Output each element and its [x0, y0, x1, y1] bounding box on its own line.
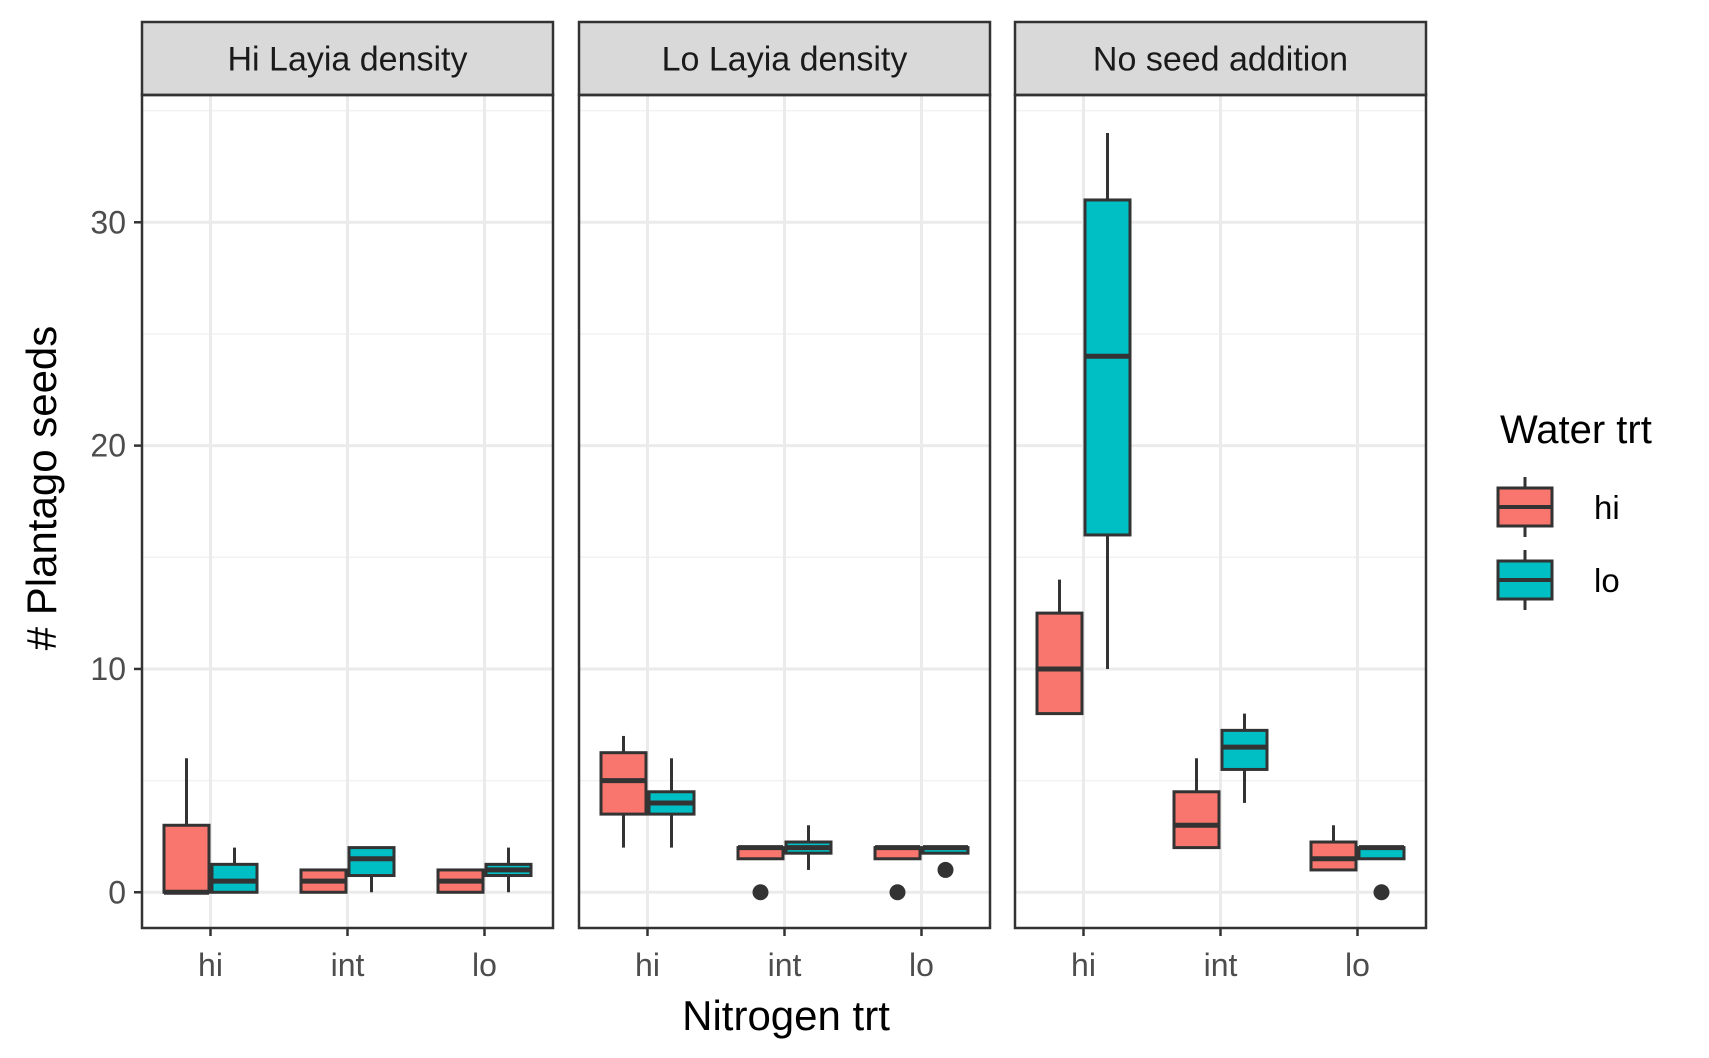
facet-panel-1: Hi Layia density [140, 20, 555, 928]
x-tick-label: int [331, 947, 365, 983]
outlier-point [1373, 884, 1390, 901]
boxplot-1-hi-lo [210, 847, 259, 894]
boxplot-2-lo-lo [921, 845, 970, 878]
x-tick-label: lo [1345, 947, 1370, 983]
box-iqr [210, 862, 259, 894]
x-tick-label: lo [909, 947, 934, 983]
facet-strip-label: Hi Layia density [227, 41, 467, 79]
x-tick-label: int [1204, 947, 1238, 983]
outlier-point [889, 884, 906, 901]
y-tick-label: 30 [90, 204, 126, 240]
y-tick-label: 10 [90, 651, 126, 687]
facet-strip [1013, 20, 1428, 97]
y-tick-label: 20 [90, 428, 126, 464]
facet-strip-label: Lo Layia density [662, 41, 908, 79]
legend-item-hi: hi [1496, 477, 1620, 537]
boxplot-3-hi-lo [1083, 132, 1132, 669]
boxplot-1-hi-hi [162, 758, 211, 895]
boxplot-2-hi-lo [647, 758, 696, 848]
x-tick-label: hi [198, 947, 223, 983]
legend: Water trt hi lo [1496, 408, 1652, 610]
legend-label: lo [1594, 562, 1620, 599]
boxplot-3-int-lo [1220, 713, 1269, 803]
facet-strip [140, 20, 555, 97]
box-iqr [1220, 728, 1269, 771]
boxplot-3-hi-hi [1035, 579, 1084, 716]
legend-label: hi [1594, 489, 1620, 526]
x-tick-label: int [768, 947, 802, 983]
boxplot-3-lo-hi [1309, 825, 1358, 872]
boxplot-2-int-lo [784, 825, 833, 870]
box-iqr [599, 751, 648, 816]
x-tick-label: hi [1071, 947, 1096, 983]
boxplot-1-int-hi [299, 868, 348, 894]
facet-panel-2: Lo Layia density [577, 20, 992, 928]
boxplot-3-int-hi [1172, 758, 1221, 850]
box-iqr [1172, 790, 1221, 850]
legend-title: Water trt [1500, 408, 1652, 452]
outlier-point [752, 884, 769, 901]
box-iqr [162, 823, 211, 894]
boxplot-1-lo-hi [436, 868, 485, 894]
outlier-point [937, 861, 954, 878]
boxplot-1-int-lo [347, 846, 396, 893]
legend-item-lo: lo [1496, 550, 1620, 610]
box-iqr [347, 846, 396, 878]
x-tick-label: lo [472, 947, 497, 983]
y-tick-label: 0 [108, 874, 126, 910]
boxplot-3-lo-lo [1357, 845, 1406, 901]
boxplot-2-hi-hi [599, 735, 648, 848]
box-iqr [1309, 840, 1358, 872]
x-tick-label: hi [635, 947, 660, 983]
y-axis-title: # Plantago seeds [18, 326, 65, 651]
boxplot-2-int-hi [736, 845, 785, 901]
box-iqr [1083, 198, 1132, 537]
facet-strip-label: No seed addition [1093, 41, 1348, 79]
box-iqr [1035, 611, 1084, 716]
boxplot-1-lo-lo [484, 847, 533, 893]
x-axis-title: Nitrogen trt [682, 992, 890, 1039]
boxplot-2-lo-hi [873, 845, 922, 901]
